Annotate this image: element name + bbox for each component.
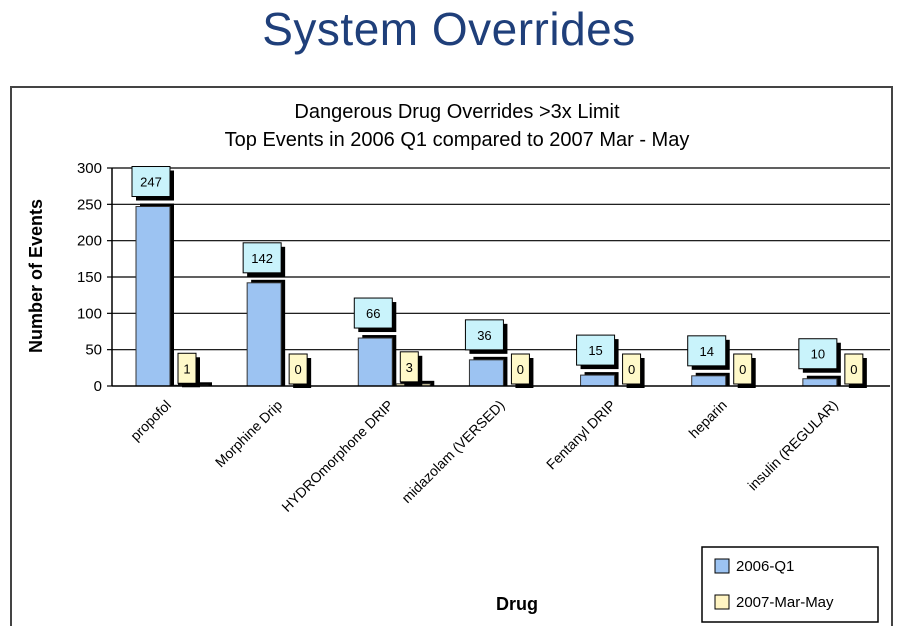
data-label: 0 <box>739 362 746 377</box>
data-label-box <box>464 319 504 351</box>
data-label-box <box>288 353 308 385</box>
legend-label-2006-q1: 2006-Q1 <box>736 558 794 575</box>
bar <box>468 359 504 387</box>
data-label-box <box>576 334 616 366</box>
data-label: 14 <box>699 344 713 359</box>
bar <box>691 375 727 387</box>
x-tick-label: propofol <box>127 397 174 444</box>
data-label: 247 <box>140 175 162 190</box>
bar <box>357 337 393 387</box>
data-label-box <box>353 297 393 329</box>
x-tick-label: Fentanyl DRIP <box>543 397 619 473</box>
data-label-box <box>687 335 727 367</box>
slide-title: System Overrides <box>262 3 636 55</box>
y-axis-ticks: 0 50 100 150 200 250 300 <box>77 160 112 395</box>
data-label-box <box>177 352 197 384</box>
data-label-box <box>733 353 753 385</box>
data-label: 0 <box>517 362 524 377</box>
y-tick-label: 0 <box>94 378 102 395</box>
x-tick-label: Morphine Drip <box>212 397 286 471</box>
chart-title: Dangerous Drug Overrides >3x Limit <box>294 101 620 123</box>
x-tick-label: HYDROmorphone DRIP <box>278 397 396 515</box>
bar <box>135 206 171 387</box>
data-label: 36 <box>477 328 491 343</box>
legend-label-2007-mar-may: 2007-Mar-May <box>736 594 834 611</box>
data-label-box <box>399 351 419 383</box>
x-tick-label: midazolam (VERSED) <box>398 397 507 506</box>
legend: 2006-Q1 2007-Mar-May <box>701 546 879 623</box>
data-label: 0 <box>850 362 857 377</box>
y-tick-label: 300 <box>77 160 102 177</box>
data-label-box <box>510 353 530 385</box>
y-tick-label: 100 <box>77 305 102 322</box>
y-tick-label: 50 <box>85 342 102 359</box>
data-label: 1 <box>183 361 190 376</box>
data-label: 66 <box>366 306 380 321</box>
data-label-box <box>798 338 838 370</box>
data-label: 10 <box>811 347 825 362</box>
y-tick-label: 200 <box>77 233 102 250</box>
legend-swatch-2006-q1 <box>714 558 730 574</box>
gridlines <box>112 167 890 351</box>
data-label: 0 <box>628 362 635 377</box>
bars: 247 1 142 0 66 3 36 0 15 0 14 0 10 0 <box>131 166 867 388</box>
bar <box>802 378 838 387</box>
x-axis-label: Drug <box>496 594 538 614</box>
chart-frame: Dangerous Drug Overrides >3x Limit Top E… <box>10 86 893 626</box>
x-tick-label: insulin (REGULAR) <box>744 397 841 494</box>
data-label: 15 <box>588 343 602 358</box>
legend-swatch-2007-mar-may <box>714 594 730 610</box>
data-label: 0 <box>295 362 302 377</box>
bar <box>580 374 616 387</box>
bar <box>246 282 282 387</box>
y-tick-label: 250 <box>77 196 102 213</box>
chart: Dangerous Drug Overrides >3x Limit Top E… <box>26 101 890 623</box>
legend-box <box>701 546 879 623</box>
data-label-box <box>622 353 642 385</box>
data-label-box <box>242 242 282 274</box>
data-label-box <box>844 353 864 385</box>
y-tick-label: 150 <box>77 269 102 286</box>
data-label-box <box>131 166 171 198</box>
y-axis-label: Number of Events <box>26 199 46 353</box>
chart-subtitle: Top Events in 2006 Q1 compared to 2007 M… <box>225 129 690 151</box>
x-tick-label: heparin <box>685 397 729 441</box>
data-label: 3 <box>406 360 413 375</box>
data-label: 142 <box>251 251 273 266</box>
